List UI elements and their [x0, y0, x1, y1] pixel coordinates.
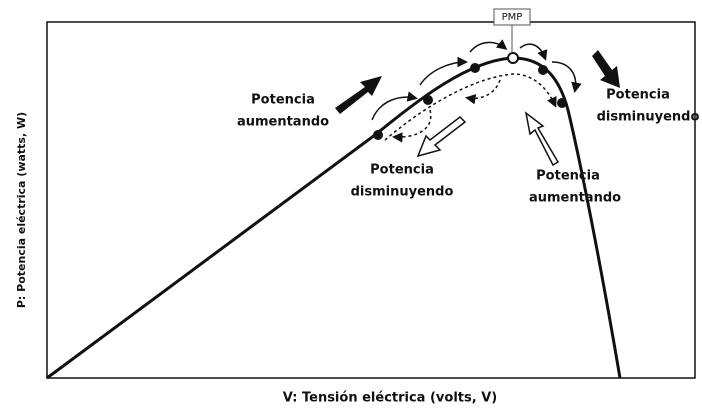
arrow — [392, 109, 432, 143]
peak-label: PMP — [502, 12, 523, 23]
plot-frame — [46, 21, 696, 379]
annotation: aumentando — [237, 115, 329, 130]
point — [470, 63, 480, 73]
point — [373, 130, 383, 140]
point — [538, 65, 548, 75]
y-axis-label: P: Potencia eléctrica (watts, W) — [15, 112, 28, 308]
arrow — [519, 43, 548, 61]
annotation: disminuyendo — [351, 185, 454, 200]
arrow-increase — [335, 76, 382, 114]
arrow — [551, 61, 582, 93]
annotation: Potencia — [536, 169, 600, 184]
annotation: disminuyendo — [597, 110, 700, 125]
arrow — [465, 79, 501, 105]
point — [423, 95, 433, 105]
pv-curve — [46, 56, 622, 380]
x-axis-label: V: Tensión eléctrica (volts, V) — [283, 391, 497, 406]
point — [557, 98, 567, 108]
arrow — [469, 39, 508, 53]
annotation: Potencia — [606, 88, 670, 103]
annotation: Potencia — [370, 163, 434, 178]
annotation: Potencia — [251, 93, 315, 108]
track-path — [384, 73, 557, 141]
arrow — [371, 91, 418, 121]
arrow-decrease — [592, 50, 620, 88]
operating-points — [373, 52, 567, 140]
arrow-increase-outline — [524, 111, 560, 167]
step-arrows — [371, 39, 582, 143]
peak-point — [507, 52, 519, 64]
arrow — [419, 56, 468, 86]
arrow-decrease-outline — [416, 116, 467, 158]
annotation: aumentando — [529, 191, 621, 206]
